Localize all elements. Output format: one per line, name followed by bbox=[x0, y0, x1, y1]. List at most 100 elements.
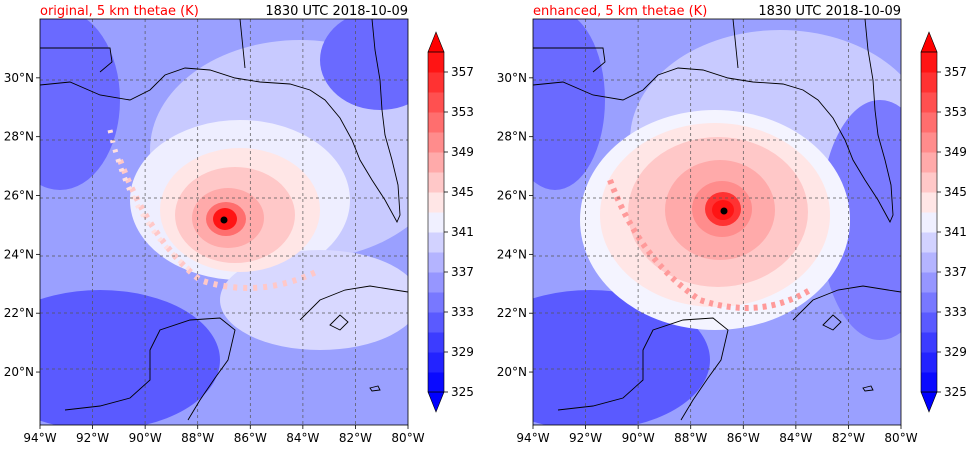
map-field-original bbox=[40, 19, 408, 425]
y-tick-label: 24°N bbox=[4, 247, 34, 261]
y-ticks-left: 20°N 22°N 24°N 26°N 28°N 30°N bbox=[4, 71, 40, 379]
colorbar-tick-label: 333 bbox=[451, 305, 474, 319]
colorbar-tick-label: 341 bbox=[451, 225, 474, 239]
colorbar-segment bbox=[921, 192, 937, 213]
y-tick-label: 26°N bbox=[4, 189, 34, 203]
colorbar-segment bbox=[428, 152, 444, 173]
colorbar-segment bbox=[921, 152, 937, 173]
colorbar-tick-label: 329 bbox=[944, 345, 967, 359]
gridlines-right bbox=[533, 19, 901, 425]
colorbar-segment bbox=[428, 272, 444, 293]
x-tick-label: 82°W bbox=[339, 431, 372, 445]
y-tick-label: 26°N bbox=[497, 189, 527, 203]
colorbar-segment bbox=[428, 312, 444, 333]
map-frame-left bbox=[39, 18, 409, 426]
colorbar-segment bbox=[428, 352, 444, 373]
map-frame-right bbox=[532, 18, 902, 426]
y-tick-label: 22°N bbox=[497, 306, 527, 320]
colorbar-segment bbox=[428, 332, 444, 353]
colorbar-segment bbox=[428, 72, 444, 93]
y-tick-label: 22°N bbox=[4, 306, 34, 320]
x-tick-label: 94°W bbox=[516, 431, 549, 445]
x-tick-label: 84°W bbox=[286, 431, 319, 445]
colorbar-segment bbox=[921, 212, 937, 233]
y-tick-label: 20°N bbox=[4, 365, 34, 379]
colorbar-tick-label: 357 bbox=[944, 65, 967, 79]
colorbar-left: 325 329 333 337 341 345 349 353 357 bbox=[427, 31, 474, 413]
colorbar-segment bbox=[428, 92, 444, 113]
x-tick-label: 94°W bbox=[23, 431, 56, 445]
x-ticks-left: 94°W 92°W 90°W 88°W 86°W 84°W 82°W 80°W bbox=[23, 425, 425, 445]
y-ticks-right: 20°N 22°N 24°N 26°N 28°N 30°N bbox=[497, 71, 533, 379]
panel-original: original, 5 km thetae (K) 1830 UTC 2018-… bbox=[4, 4, 474, 445]
colorbar-tick-label: 353 bbox=[944, 105, 967, 119]
x-tick-label: 90°W bbox=[622, 431, 655, 445]
colorbar-segment bbox=[921, 332, 937, 353]
colorbar-segment bbox=[428, 132, 444, 153]
x-tick-label: 84°W bbox=[779, 431, 812, 445]
y-tick-label: 20°N bbox=[497, 365, 527, 379]
colorbar-tick-label: 329 bbox=[451, 345, 474, 359]
colorbar-tick-label: 325 bbox=[451, 385, 474, 399]
colorbar-segment bbox=[921, 232, 937, 253]
colorbar-segment bbox=[428, 172, 444, 193]
colorbar-segment bbox=[921, 72, 937, 93]
x-tick-label: 86°W bbox=[234, 431, 267, 445]
storm-center-right bbox=[720, 207, 728, 215]
colorbar-segment bbox=[428, 212, 444, 233]
y-tick-label: 30°N bbox=[4, 71, 34, 85]
panel-title-left: original, 5 km thetae (K) bbox=[40, 4, 199, 19]
colorbar-segment bbox=[921, 172, 937, 193]
colorbar-segment bbox=[428, 112, 444, 133]
storm-center-left bbox=[220, 216, 228, 224]
colorbar-segment bbox=[428, 292, 444, 313]
x-ticks-right: 94°W 92°W 90°W 88°W 86°W 84°W 82°W 80°W bbox=[516, 425, 918, 445]
panel-enhanced: enhanced, 5 km thetae (K) 1830 UTC 2018-… bbox=[497, 4, 967, 445]
y-tick-label: 30°N bbox=[497, 71, 527, 85]
colorbar-right: 325 329 333 337 341 345 349 353 357 bbox=[920, 31, 967, 413]
colorbar-tick-label: 357 bbox=[451, 65, 474, 79]
coastlines-left bbox=[40, 19, 408, 421]
colorbar-segment bbox=[921, 272, 937, 293]
colorbar-tick-label: 353 bbox=[451, 105, 474, 119]
colorbar-extend-min bbox=[427, 391, 445, 413]
coastlines-right bbox=[533, 19, 901, 421]
colorbar-tick-label: 337 bbox=[944, 265, 967, 279]
colorbar-segment bbox=[921, 292, 937, 313]
colorbar-extend-min bbox=[920, 391, 938, 413]
colorbar-tick-label: 345 bbox=[451, 185, 474, 199]
colorbar-segment bbox=[921, 112, 937, 133]
colorbar-segment bbox=[921, 312, 937, 333]
colorbar-tick-label: 341 bbox=[944, 225, 967, 239]
colorbar-segment bbox=[921, 252, 937, 273]
x-tick-label: 86°W bbox=[727, 431, 760, 445]
panel-title-right: enhanced, 5 km thetae (K) bbox=[533, 4, 707, 19]
x-tick-label: 92°W bbox=[76, 431, 109, 445]
x-tick-label: 82°W bbox=[832, 431, 865, 445]
colorbar-tick-label: 349 bbox=[944, 145, 967, 159]
colorbar-frame bbox=[920, 51, 938, 393]
colorbar-segment bbox=[921, 132, 937, 153]
x-tick-label: 90°W bbox=[129, 431, 162, 445]
colorbar-segment bbox=[921, 92, 937, 113]
y-tick-label: 24°N bbox=[497, 247, 527, 261]
colorbar-extend-max bbox=[427, 31, 445, 53]
colorbar-segment bbox=[921, 352, 937, 373]
colorbar-tick-label: 337 bbox=[451, 265, 474, 279]
colorbar-tick-label: 333 bbox=[944, 305, 967, 319]
x-tick-label: 88°W bbox=[181, 431, 214, 445]
panel-time-left: 1830 UTC 2018-10-09 bbox=[265, 4, 408, 19]
colorbar-tick-label: 345 bbox=[944, 185, 967, 199]
colorbar-segment bbox=[428, 52, 444, 73]
y-tick-label: 28°N bbox=[497, 130, 527, 144]
colorbar-segment bbox=[428, 232, 444, 253]
colorbar-extend-max bbox=[920, 31, 938, 53]
y-tick-label: 28°N bbox=[4, 130, 34, 144]
panel-time-right: 1830 UTC 2018-10-09 bbox=[758, 4, 901, 19]
colorbar-segment bbox=[428, 252, 444, 273]
colorbar-segment bbox=[921, 52, 937, 73]
x-tick-label: 88°W bbox=[674, 431, 707, 445]
colorbar-segment bbox=[428, 372, 444, 393]
